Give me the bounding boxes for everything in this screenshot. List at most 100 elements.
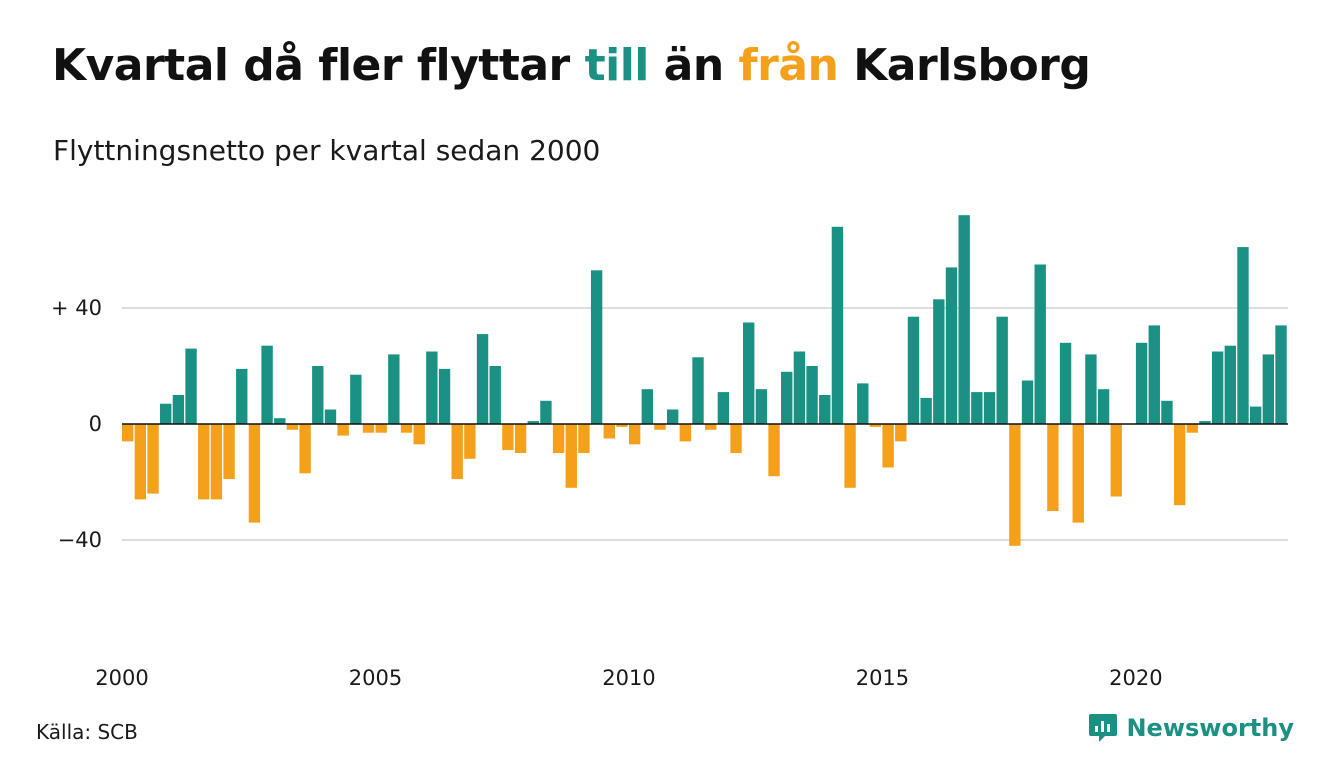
newsworthy-logo-icon	[1089, 714, 1118, 742]
bar	[819, 395, 831, 424]
bar	[743, 322, 755, 424]
bar	[1199, 421, 1211, 424]
bar	[502, 424, 514, 451]
bar	[198, 424, 210, 500]
bar	[375, 424, 387, 433]
bar	[641, 389, 653, 424]
bar	[1161, 400, 1173, 424]
brand-name: Newsworthy	[1126, 714, 1294, 742]
bar	[1110, 424, 1122, 497]
bar	[692, 357, 704, 424]
bar	[869, 424, 882, 427]
title-highlight-till: till	[584, 40, 650, 91]
bar	[1262, 354, 1275, 424]
bar	[971, 392, 983, 424]
bar	[1072, 424, 1084, 523]
bar	[1211, 351, 1224, 424]
bar	[628, 424, 641, 445]
x-tick-label: 2000	[95, 666, 148, 690]
bar	[1059, 342, 1072, 424]
bar	[933, 299, 945, 424]
bar	[730, 424, 742, 453]
bar	[590, 270, 603, 424]
bar	[413, 424, 425, 445]
bar	[806, 366, 818, 424]
bar	[958, 215, 970, 424]
title-part-1: Kvartal då fler flyttar	[52, 40, 585, 91]
bars	[122, 215, 1287, 546]
bar	[996, 316, 1008, 424]
bar	[185, 348, 197, 424]
bar	[261, 345, 273, 424]
bar	[160, 403, 172, 424]
y-tick-label: + 40	[51, 296, 102, 320]
x-tick-label: 2015	[856, 666, 909, 690]
x-axis-labels: 2000 2005 2010 2015 2020	[95, 666, 1162, 690]
bar-chart: + 40 0 −40 2000 2005 2010 2015 2020	[51, 215, 1288, 690]
bar	[1034, 264, 1046, 424]
bar	[1249, 406, 1262, 424]
bar	[147, 424, 159, 494]
bar	[464, 424, 476, 459]
bar	[337, 424, 349, 436]
bar	[1085, 354, 1097, 424]
title-highlight-fran: från	[738, 40, 839, 91]
bar	[324, 409, 337, 424]
bar	[983, 392, 996, 424]
bar	[831, 226, 844, 424]
bar	[210, 424, 223, 500]
x-tick-label: 2020	[1109, 666, 1162, 690]
bar	[362, 424, 375, 433]
bar	[134, 424, 147, 500]
bar	[248, 424, 261, 523]
bar	[844, 424, 856, 488]
bar	[616, 424, 628, 427]
bar	[1148, 325, 1160, 424]
bar	[122, 424, 134, 442]
bar	[578, 424, 590, 453]
bar	[1009, 424, 1021, 546]
x-tick-label: 2005	[349, 666, 402, 690]
bar	[489, 366, 501, 424]
bar	[920, 397, 932, 424]
bar	[755, 389, 768, 424]
bar	[1275, 325, 1287, 424]
bar	[679, 424, 692, 442]
bar	[451, 424, 463, 480]
bar	[274, 418, 286, 424]
bar	[857, 383, 869, 424]
bar	[400, 424, 413, 433]
bar	[172, 395, 185, 424]
y-axis-labels: + 40 0 −40	[51, 296, 102, 552]
bar	[603, 424, 615, 439]
bar	[1186, 424, 1198, 433]
bar	[1173, 424, 1186, 506]
source-note: Källa: SCB	[36, 720, 138, 744]
bar	[286, 424, 299, 430]
bar	[350, 374, 362, 424]
bar	[793, 351, 806, 424]
title-part-3: Karlsborg	[838, 40, 1091, 91]
bar	[514, 424, 527, 453]
chart-title: Kvartal då fler flyttar till än från Kar…	[52, 40, 1091, 91]
bar	[907, 316, 920, 424]
bar	[1237, 247, 1249, 424]
bar	[1097, 389, 1110, 424]
bar	[654, 424, 666, 430]
bar	[705, 424, 717, 430]
chart-subtitle: Flyttningsnetto per kvartal sedan 2000	[53, 134, 601, 167]
bar	[476, 334, 489, 424]
x-tick-label: 2010	[602, 666, 655, 690]
bar	[565, 424, 577, 488]
bar	[1021, 380, 1034, 424]
bar	[666, 409, 679, 424]
bar	[236, 368, 248, 424]
grid-lines	[122, 307, 1288, 541]
bar	[781, 371, 793, 424]
bar	[552, 424, 565, 453]
bar	[527, 421, 539, 424]
bar	[312, 366, 324, 424]
bar	[438, 368, 451, 424]
bar	[768, 424, 780, 477]
bar	[299, 424, 311, 474]
